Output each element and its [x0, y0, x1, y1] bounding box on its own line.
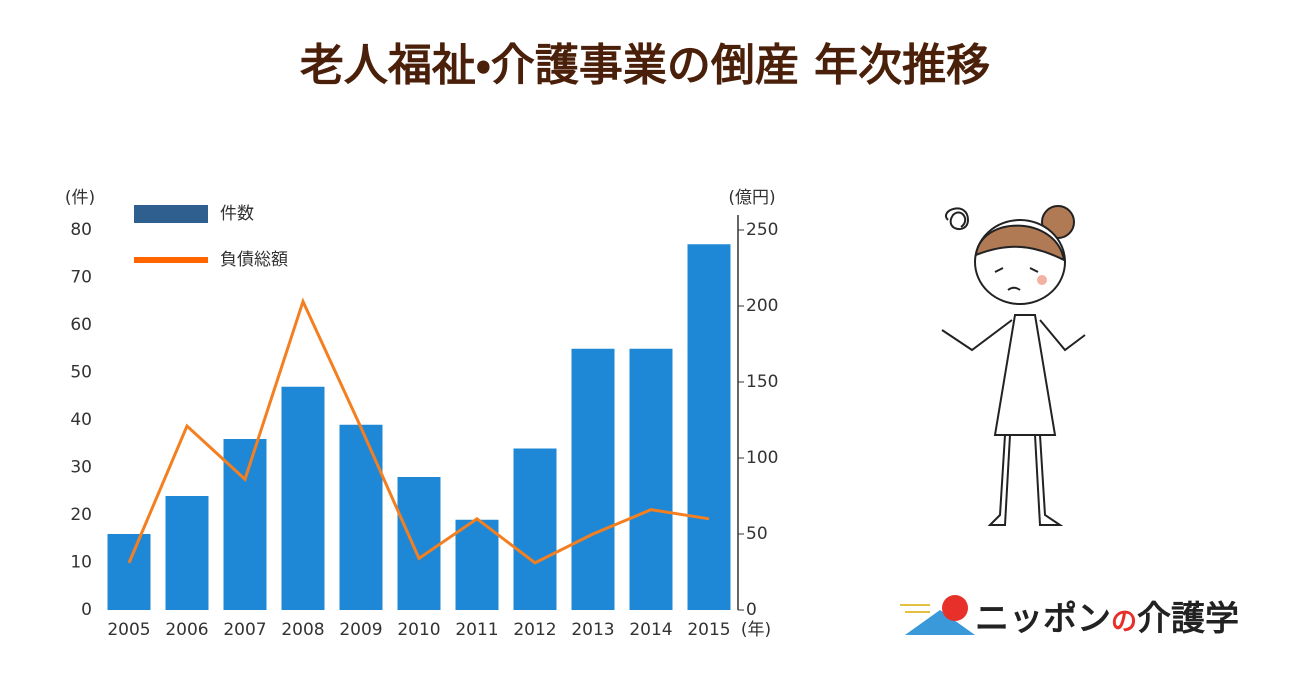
bar — [513, 448, 557, 610]
y2-tick-label: 200 — [746, 296, 778, 316]
bar — [281, 386, 325, 610]
y-tick-label: 50 — [70, 363, 92, 383]
x-tick-label: 2009 — [339, 620, 382, 640]
bar — [165, 496, 209, 610]
y2-tick-label: 100 — [746, 448, 778, 468]
y-tick-label: 20 — [70, 505, 92, 525]
x-tick-label: 2006 — [165, 620, 208, 640]
x-tick-label: 2005 — [107, 620, 150, 640]
logo-text: ニッポンの介護学 — [975, 599, 1239, 639]
x-tick-label: 2007 — [223, 620, 266, 640]
x-axis-unit: (年) — [741, 620, 771, 640]
x-tick-label: 2008 — [281, 620, 324, 640]
x-tick-label: 2011 — [455, 620, 498, 640]
logo-sun — [942, 595, 968, 621]
x-tick-label: 2014 — [629, 620, 672, 640]
y2-tick-label: 50 — [746, 524, 768, 544]
y-axis-unit: (件) — [65, 188, 95, 208]
y2-tick-label: 150 — [746, 372, 778, 392]
bar — [107, 534, 151, 610]
bar — [397, 477, 441, 610]
logo-lines — [900, 604, 930, 613]
bar — [339, 424, 383, 610]
y-tick-label: 30 — [70, 458, 92, 478]
x-tick-label: 2010 — [397, 620, 440, 640]
y2-axis-unit: (億円) — [728, 188, 775, 208]
bar — [687, 244, 731, 610]
y2-tick-label: 250 — [746, 220, 778, 240]
nurse-illustration — [941, 205, 1086, 526]
y2-tick-label: 0 — [746, 600, 757, 620]
legend-label: 件数 — [220, 204, 254, 224]
bar — [455, 519, 499, 610]
logo-part: の — [1111, 607, 1137, 637]
legend-swatch — [134, 205, 208, 223]
x-tick-label: 2013 — [571, 620, 614, 640]
chart-title: 老人福祉・介護事業の倒産 年次推移 — [300, 40, 990, 91]
logo: ニッポンの介護学 — [900, 595, 1239, 639]
logo-part: 介護学 — [1137, 599, 1239, 639]
logo-part: ニッポン — [975, 599, 1111, 639]
bar — [629, 348, 673, 610]
y-tick-label: 80 — [70, 220, 92, 240]
bar — [571, 348, 615, 610]
y-tick-label: 70 — [70, 268, 92, 288]
x-tick-label: 2015 — [687, 620, 730, 640]
y-tick-label: 40 — [70, 410, 92, 430]
x-tick-label: 2012 — [513, 620, 556, 640]
line — [127, 297, 710, 565]
y-tick-label: 10 — [70, 553, 92, 573]
y-tick-label: 60 — [70, 315, 92, 335]
y-tick-label: 0 — [81, 600, 92, 620]
legend-label: 負債総額 — [220, 250, 288, 270]
logo-icon — [905, 610, 975, 635]
